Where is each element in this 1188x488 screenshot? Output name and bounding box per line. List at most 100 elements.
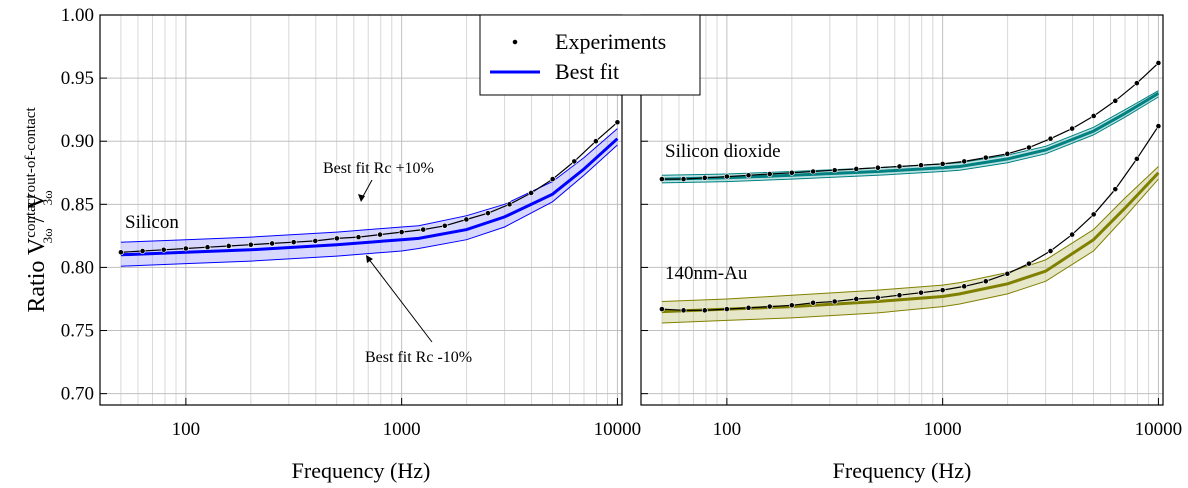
experiment-point [766,171,773,177]
legend-box [479,14,701,96]
fit-lower [120,144,618,267]
arrow-head [366,255,373,263]
fit-line [120,137,619,257]
experiment-point [355,234,362,241]
experiment-point [528,190,535,196]
experiment-line [120,121,618,253]
experiment-point [139,248,146,254]
experiment-point [874,164,881,171]
y-tick-label: 0.80 [61,257,94,278]
experiment-point [1155,123,1162,129]
fit-lower [661,96,1159,184]
experiment-point [788,302,795,309]
experiment-point [485,210,491,217]
experiment-point [614,119,621,126]
experiment-point [1090,211,1097,218]
experiment-point [1047,135,1054,142]
fit-upper [661,166,1159,302]
experiment-point [312,238,319,244]
experiment-point [745,304,752,311]
experiment-point [961,283,968,290]
y-tick-label: 0.75 [61,321,94,342]
experiment-point [571,158,578,165]
series-label: Silicon dioxide [665,141,781,162]
experiment-point [745,172,752,179]
experiment-point [766,303,773,310]
experiment-point [723,173,730,180]
experiment-line [661,125,1159,311]
experiment-point [160,246,167,253]
y-tick-label: 1.00 [61,5,94,26]
experiment-point [701,307,708,314]
y-axis-label-part: out-of-contact [23,107,39,193]
plot-frame [640,14,1164,406]
experiment-point [831,298,838,305]
experiment-point [225,243,232,249]
experiment-point [1069,231,1076,238]
experiment-point [333,235,340,242]
experiment-point [810,299,817,306]
experiment-point [463,216,470,223]
experiment-point [247,241,254,248]
experiment-point [874,294,881,301]
experiment-point [853,166,860,172]
experiment-point [1090,113,1097,119]
experiment-point [810,168,817,175]
experiment-point [1026,144,1032,151]
legend: Experiments Best fit [479,14,701,96]
experiment-point [269,240,276,247]
experiment-point [592,138,599,145]
fit-lower [661,178,1159,324]
panel: 100 1000 10000 Frequency (Hz) [640,14,1183,483]
series-label: 140nm-Au [665,263,748,284]
experiment-point [1133,155,1140,162]
experiment-point [290,239,297,246]
legend-label: Best fit [555,59,619,84]
experiment-point [549,176,556,182]
experiment-point [659,176,665,182]
annotation: Best fit Rc -10% [365,349,472,366]
plots: 100 1000 10000 0.70 0.75 0.80 0.85 0.90 0.95 1.00… [23,5,1182,483]
y-axis-label-part: 3ω [40,190,55,206]
experiment-point [1069,125,1076,132]
experiment-point [1047,248,1054,254]
x-tick-label: 100 [713,419,742,440]
experiment-point [398,229,405,235]
x-tick-label: 100 [172,419,201,440]
experiment-point [939,161,946,167]
x-tick-label: 10000 [1135,419,1183,440]
experiment-point [896,292,903,299]
experiment-point [1026,260,1032,267]
y-axis-label-part: / V [24,192,50,229]
experiment-point [1112,97,1119,104]
experiment-point [918,289,924,296]
series-label: Silicon [125,212,179,233]
x-tick-label: 10000 [594,419,642,440]
experiment-point [680,307,687,314]
legend-label: Experiments [555,29,666,54]
experiment-point [896,163,903,170]
experiment-point [939,287,946,294]
legend-marker [512,39,518,45]
experiment-point [680,176,687,182]
experiment-point [118,249,124,256]
experiment-point [918,162,924,169]
experiment-point [377,231,383,238]
experiment-point [982,278,989,285]
plot-frame [99,14,623,406]
x-axis-label: Frequency (Hz) [833,458,972,483]
experiment-point [788,169,795,176]
annotation-arrow [367,257,433,343]
experiment-point [1133,80,1140,87]
experiment-point [1112,186,1119,193]
y-axis-label: Ratio Vcontact3ω / Vout-of-contact3ω [23,107,55,313]
y-tick-label: 0.90 [61,131,94,152]
experiment-point [1004,270,1011,277]
experiment-point [982,154,989,161]
arrow-head [358,194,365,202]
experiment-point [420,226,427,233]
experiment-point [506,201,513,208]
y-axis-label-part: 3ω [40,228,55,244]
